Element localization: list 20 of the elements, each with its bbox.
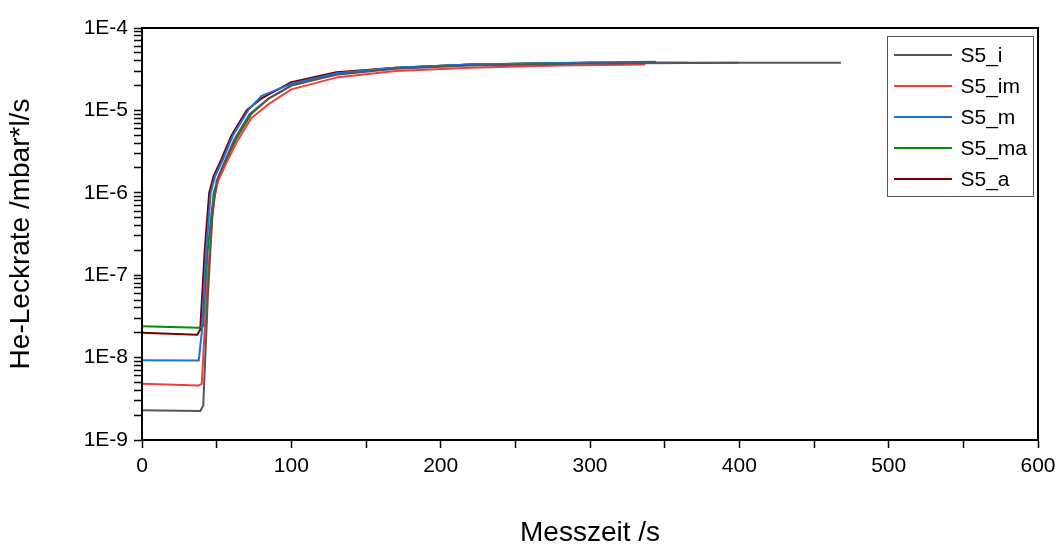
y-tick-label: 1E-4 bbox=[83, 14, 129, 38]
x-tick-label: 500 bbox=[871, 453, 907, 477]
x-tick-label: 400 bbox=[721, 453, 757, 477]
legend-label: S5_a bbox=[960, 166, 1010, 191]
y-tick-label: 1E-8 bbox=[83, 344, 128, 368]
y-tick-label: 1E-6 bbox=[83, 179, 128, 203]
x-tick-label: 200 bbox=[423, 453, 459, 477]
legend-label: S5_ma bbox=[960, 135, 1027, 160]
legend-label: S5_m bbox=[960, 104, 1016, 129]
x-tick-label: 0 bbox=[136, 453, 148, 477]
y-tick-label: 1E-9 bbox=[83, 426, 128, 450]
y-tick-label: 1E-5 bbox=[83, 97, 128, 121]
legend-label: S5_i bbox=[960, 42, 1003, 67]
x-tick-label: 300 bbox=[572, 453, 608, 477]
x-tick-label: 600 bbox=[1020, 453, 1056, 477]
y-tick-label: 1E-7 bbox=[83, 262, 128, 285]
x-tick-label: 100 bbox=[273, 453, 309, 477]
x-axis-title: Messzeit /s bbox=[519, 515, 661, 547]
y-axis-title: He-Leckrate /mbar*l/s bbox=[3, 98, 35, 370]
legend-label: S5_im bbox=[960, 73, 1020, 98]
